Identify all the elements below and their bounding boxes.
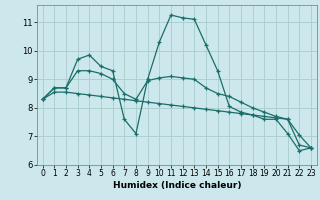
X-axis label: Humidex (Indice chaleur): Humidex (Indice chaleur) bbox=[113, 181, 241, 190]
